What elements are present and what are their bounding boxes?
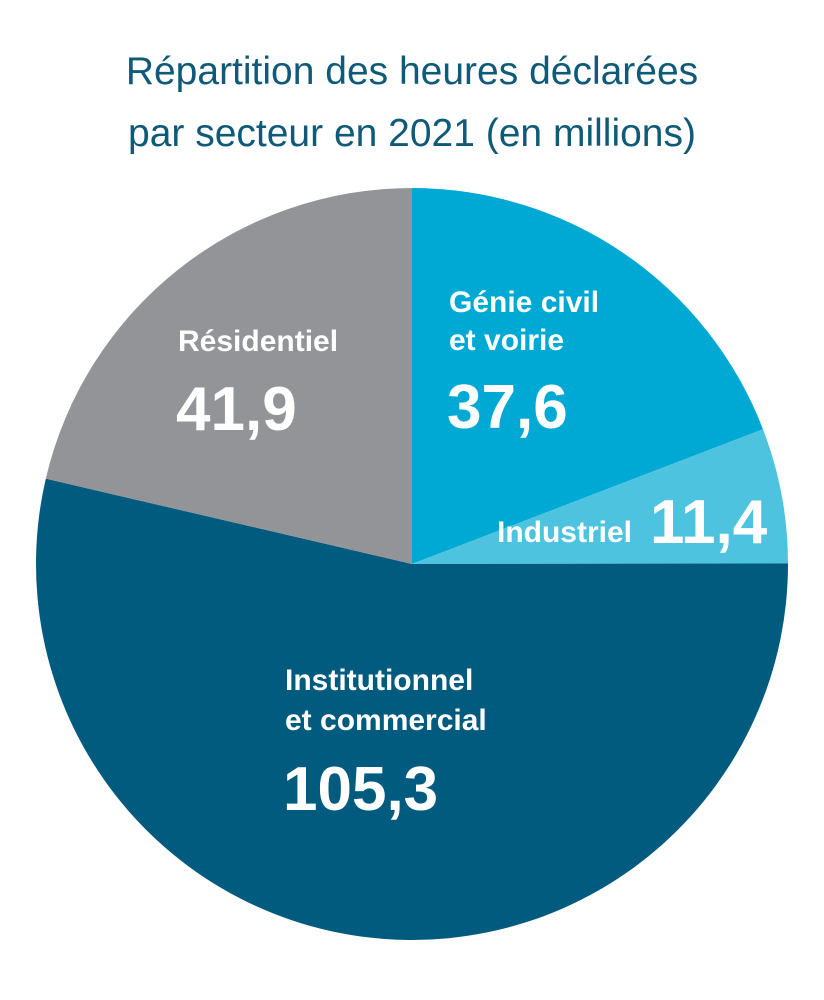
pie-slice-industriel bbox=[412, 429, 788, 564]
slice-label-institutionnel-line-1: Institutionnel bbox=[285, 664, 473, 697]
slice-label-genie-civil-line-2: et voirie bbox=[449, 324, 564, 357]
slice-value-institutionnel: 105,3 bbox=[283, 755, 438, 824]
slice-label-residentiel: Résidentiel bbox=[178, 325, 338, 358]
chart-title-line-2: par secteur en 2021 (en millions) bbox=[128, 112, 696, 155]
pie-slice-institutionnel bbox=[36, 478, 789, 940]
pie-slice-genie-civil bbox=[412, 188, 763, 564]
slice-label-genie-civil-line-1: Génie civil bbox=[449, 286, 599, 319]
slice-value-residentiel: 41,9 bbox=[176, 375, 297, 444]
slice-label-industriel: Industriel bbox=[497, 516, 632, 549]
pie-slices bbox=[36, 188, 789, 940]
slice-label-institutionnel-line-2: et commercial bbox=[285, 704, 487, 737]
chart-title-line-1: Répartition des heures déclarées bbox=[126, 50, 698, 93]
slice-value-genie-civil: 37,6 bbox=[447, 373, 568, 442]
pie-slice-residentiel bbox=[45, 188, 413, 564]
slice-value-industriel: 11,4 bbox=[650, 488, 768, 557]
